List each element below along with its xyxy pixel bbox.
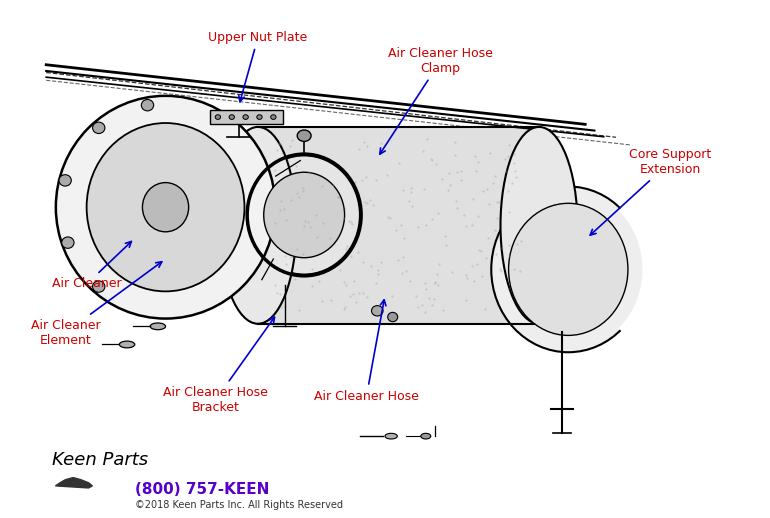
Ellipse shape xyxy=(256,115,262,120)
Ellipse shape xyxy=(372,306,383,316)
Text: (800) 757-KEEN: (800) 757-KEEN xyxy=(135,482,270,497)
Ellipse shape xyxy=(219,127,296,324)
Ellipse shape xyxy=(142,99,154,111)
Ellipse shape xyxy=(119,341,135,348)
Text: ©2018 Keen Parts Inc. All Rights Reserved: ©2018 Keen Parts Inc. All Rights Reserve… xyxy=(135,500,343,510)
Bar xyxy=(210,110,283,124)
Ellipse shape xyxy=(421,433,431,439)
Ellipse shape xyxy=(263,172,345,258)
Text: Upper Nut Plate: Upper Nut Plate xyxy=(209,31,307,102)
Ellipse shape xyxy=(385,433,397,439)
Text: Air Cleaner
Element: Air Cleaner Element xyxy=(31,262,162,347)
Ellipse shape xyxy=(59,175,72,186)
Ellipse shape xyxy=(297,130,311,141)
Text: Air Cleaner: Air Cleaner xyxy=(52,241,132,290)
Ellipse shape xyxy=(92,122,105,134)
Text: Air Cleaner Hose
Bracket: Air Cleaner Hose Bracket xyxy=(163,317,275,414)
Ellipse shape xyxy=(271,115,276,120)
Ellipse shape xyxy=(229,115,234,120)
Ellipse shape xyxy=(142,183,189,232)
Text: Core Support
Extension: Core Support Extension xyxy=(590,148,711,235)
Polygon shape xyxy=(55,478,92,488)
Text: Keen Parts: Keen Parts xyxy=(52,451,149,469)
Ellipse shape xyxy=(62,237,74,248)
Ellipse shape xyxy=(86,123,245,292)
Ellipse shape xyxy=(249,155,360,275)
Ellipse shape xyxy=(243,115,248,120)
Ellipse shape xyxy=(491,186,645,352)
Ellipse shape xyxy=(508,204,628,336)
Ellipse shape xyxy=(56,96,276,319)
Ellipse shape xyxy=(500,127,578,324)
Ellipse shape xyxy=(150,323,166,330)
Ellipse shape xyxy=(215,115,220,120)
Text: Air Cleaner Hose
Clamp: Air Cleaner Hose Clamp xyxy=(380,47,493,154)
Ellipse shape xyxy=(92,281,105,292)
Text: Air Cleaner Hose: Air Cleaner Hose xyxy=(314,300,419,402)
Bar xyxy=(258,127,539,324)
Ellipse shape xyxy=(387,312,397,322)
